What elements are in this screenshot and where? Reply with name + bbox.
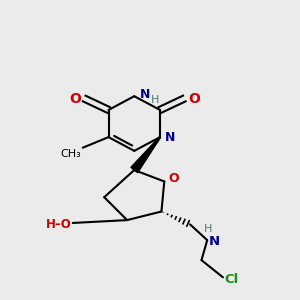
Polygon shape (131, 137, 161, 173)
Text: Cl: Cl (224, 273, 239, 286)
Text: N: N (165, 130, 176, 144)
Text: H: H (151, 94, 159, 105)
Text: O: O (169, 172, 179, 185)
Text: N: N (209, 235, 220, 248)
Text: O: O (188, 92, 200, 106)
Text: O: O (69, 92, 81, 106)
Text: H–O: H–O (46, 218, 71, 231)
Text: CH₃: CH₃ (61, 149, 81, 159)
Text: N: N (140, 88, 150, 101)
Text: H: H (204, 224, 212, 234)
